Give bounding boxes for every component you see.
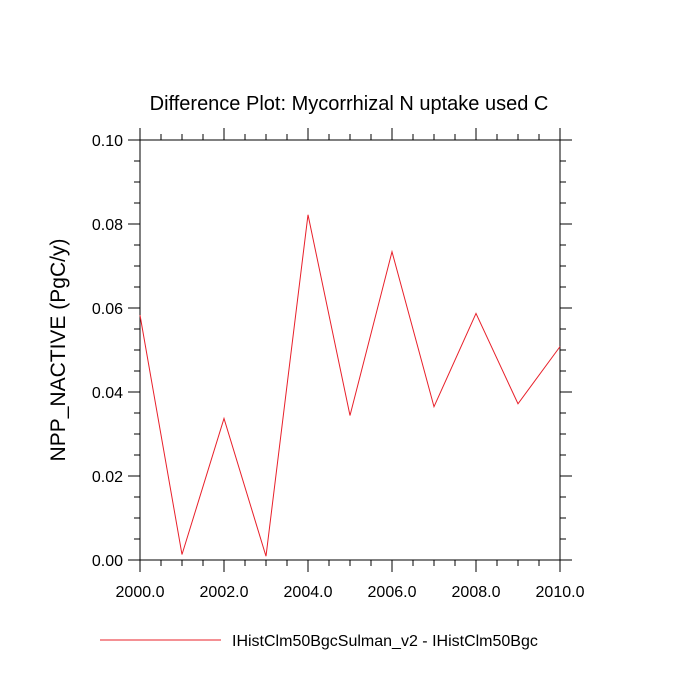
plot-area: 0.00 0.02 0.04 0.06 0.08 0.10 2000.0 2002.0 2004… [92,128,585,601]
y-tick-label: 0.10 [92,133,123,150]
y-tick-label: 0.08 [92,217,123,234]
y-tick-label: 0.00 [92,553,123,570]
y-tick-label: 0.06 [92,301,123,318]
series-line [139,214,561,557]
y-axis-label: NPP_NACTIVE (PgC/y) [47,239,70,462]
x-tick-label: 2010.0 [536,584,585,601]
x-tick-label: 2006.0 [368,584,417,601]
y-tick-label: 0.04 [92,385,123,402]
x-tick-label: 2004.0 [284,584,333,601]
y-tick-label: 0.02 [92,469,123,486]
x-tick-label: 2008.0 [452,584,501,601]
legend-label: IHistClm50BgcSulman_v2 - IHistClm50Bgc [232,633,538,650]
x-tick-label: 2000.0 [116,584,165,601]
chart-title: Difference Plot: Mycorrhizal N uptake us… [150,93,549,115]
legend: IHistClm50BgcSulman_v2 - IHistClm50Bgc [100,633,538,650]
x-tick-label: 2002.0 [200,584,249,601]
